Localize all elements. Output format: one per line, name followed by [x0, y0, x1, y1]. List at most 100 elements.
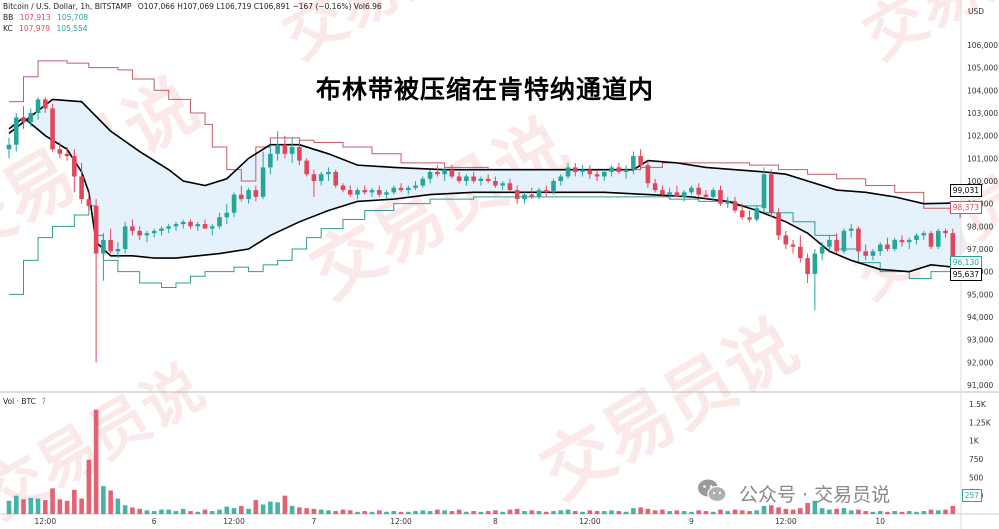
wechat-account-label: 公众号 · 交易员说	[739, 484, 891, 506]
volume-bar	[935, 510, 941, 514]
volume-bar	[507, 509, 513, 514]
volume-bar	[398, 511, 404, 514]
volume-bar	[602, 511, 607, 514]
candle-body	[86, 199, 92, 206]
volume-bar	[355, 511, 360, 514]
volume-bar	[50, 488, 55, 514]
candle-body	[776, 212, 781, 236]
candle-body	[239, 194, 244, 200]
candle-body	[297, 147, 302, 161]
volume-bar	[195, 511, 201, 514]
candle-body	[253, 190, 259, 197]
volume-bar	[311, 508, 317, 514]
volume-bar	[536, 511, 542, 514]
volume-bar	[877, 511, 883, 514]
candle-body	[674, 192, 680, 197]
candle-series	[6, 97, 956, 363]
price-tick-label: 100,000	[967, 177, 998, 186]
volume-bar	[79, 498, 84, 514]
candle-body	[369, 190, 375, 193]
volume-bar	[594, 511, 600, 514]
volume-series	[6, 409, 956, 514]
candle-body	[558, 176, 564, 181]
volume-bar	[921, 511, 927, 514]
candle-body	[137, 230, 142, 236]
volume-bar	[551, 511, 556, 514]
candle-body	[180, 221, 186, 225]
candle-body	[681, 192, 687, 197]
volume-bar	[514, 508, 520, 514]
candle-body	[609, 167, 614, 172]
keltner-upper-line	[9, 60, 961, 218]
candle-body	[318, 174, 324, 181]
volume-bar	[333, 511, 338, 514]
volume-bar	[130, 507, 135, 514]
volume-bar	[151, 511, 157, 514]
volume-bar	[754, 510, 760, 514]
candle-body	[754, 208, 760, 220]
watermark-text: 交易员说	[298, 104, 581, 315]
price-tick-label: 93,000	[967, 336, 993, 345]
candle-body	[231, 194, 237, 213]
candle-body	[173, 224, 179, 227]
candle-body	[493, 181, 498, 186]
volume-bar	[86, 459, 92, 514]
candle-body	[623, 169, 629, 172]
candle-body	[863, 251, 868, 256]
volume-bar	[180, 508, 186, 514]
bollinger-band-fill	[9, 99, 961, 280]
time-tick-label: 8	[493, 517, 498, 526]
candle-body	[21, 117, 26, 123]
volume-bar	[173, 511, 179, 514]
candle-body	[478, 178, 484, 181]
volume-bar	[885, 511, 890, 514]
candle-body	[13, 117, 19, 145]
symbol-label: Bitcoin / U.S. Dollar, 1h, BITSTAMP	[3, 2, 132, 11]
candle-body	[282, 144, 288, 154]
kc-legend-value-2: 105,554	[56, 24, 88, 33]
candle-body	[28, 113, 34, 123]
candle-body	[921, 233, 927, 236]
candle-body	[696, 187, 701, 195]
candle-body	[551, 181, 556, 193]
volume-bar	[572, 511, 578, 514]
candle-body	[834, 239, 839, 252]
volume-bar	[827, 509, 832, 514]
volume-bar	[761, 505, 767, 514]
candle-body	[195, 224, 201, 227]
volume-bar	[318, 509, 324, 514]
price-tick-label: 98,000	[967, 222, 993, 231]
candle-body	[805, 258, 810, 274]
candle-body	[413, 185, 418, 188]
volume-bar	[57, 499, 63, 514]
volume-bar	[427, 511, 433, 514]
volume-bar	[790, 509, 796, 514]
volume-bar	[710, 511, 716, 514]
candle-body	[420, 178, 426, 186]
volume-bar	[616, 511, 622, 514]
volume-bar	[122, 505, 128, 514]
candle-body	[376, 190, 382, 195]
candle-body	[565, 167, 571, 177]
volume-bar	[224, 506, 230, 514]
volume-bar	[812, 500, 818, 514]
candle-body	[769, 174, 774, 213]
candle-body	[950, 233, 956, 279]
volume-bar	[703, 511, 709, 514]
volume-bar	[420, 510, 426, 514]
candle-body	[761, 174, 767, 209]
volume-bar	[805, 503, 810, 514]
candle-body	[689, 187, 694, 193]
candle-body	[202, 224, 208, 229]
candle-body	[718, 190, 723, 204]
candle-body	[543, 190, 549, 193]
volume-bar	[144, 510, 150, 514]
volume-bar	[188, 511, 193, 514]
volume-bar	[347, 510, 353, 514]
volume-bar	[769, 505, 774, 514]
candle-body	[739, 210, 745, 218]
time-tick-label: 9	[689, 517, 694, 526]
bollinger-upper-line	[8, 98, 961, 205]
volume-bar	[376, 510, 382, 514]
